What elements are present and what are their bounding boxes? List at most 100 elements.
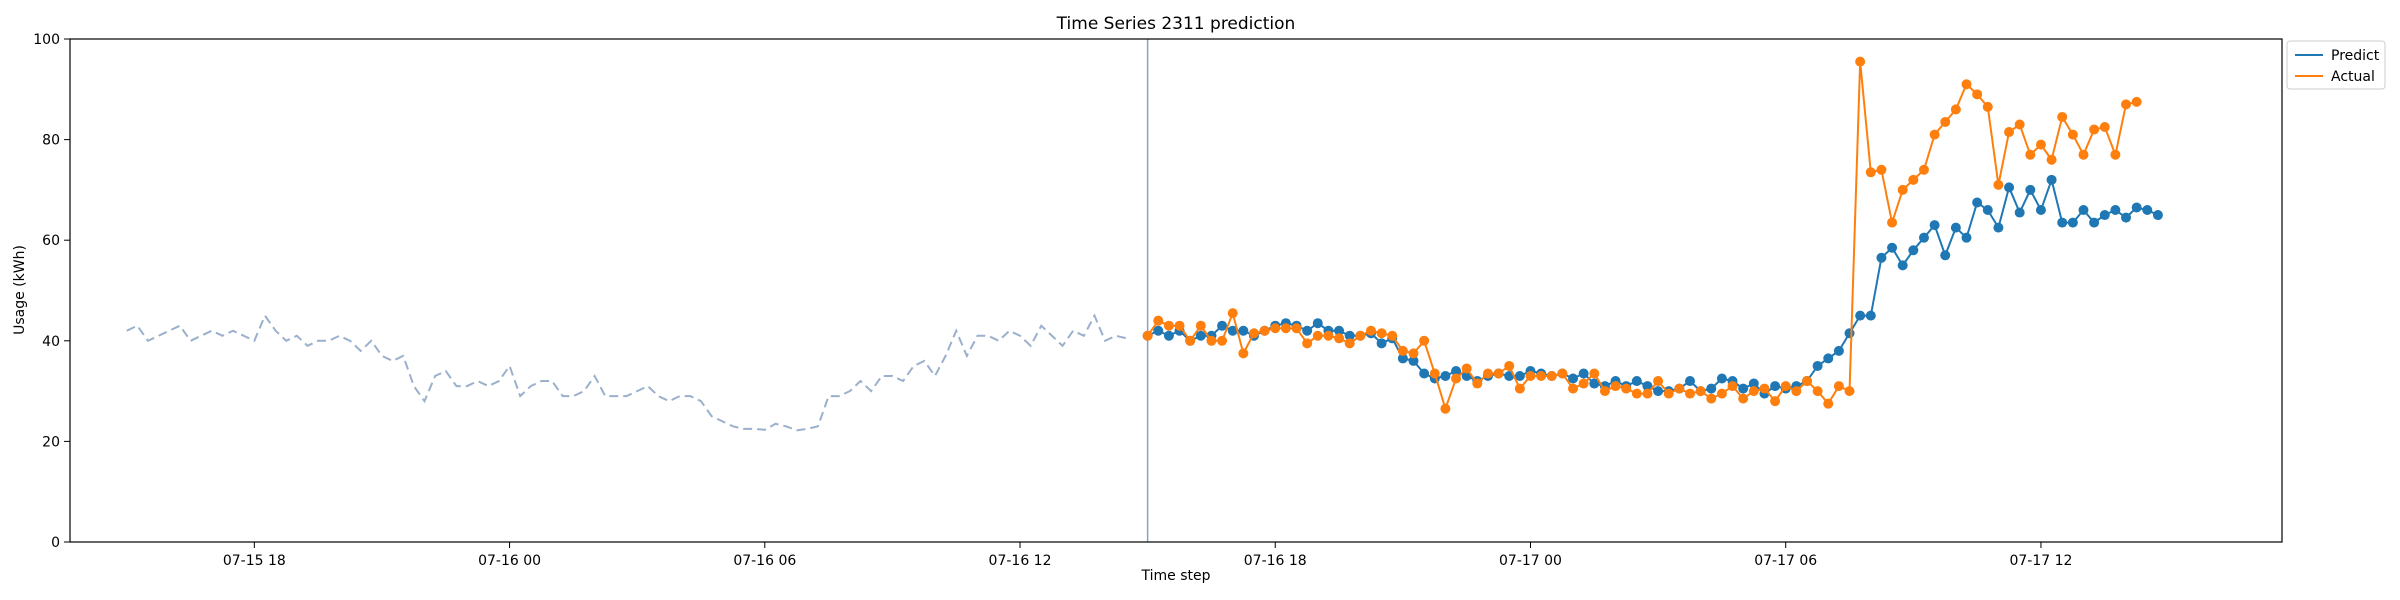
actual-point: [1599, 386, 1610, 397]
predict-point: [2110, 205, 2121, 216]
actual-point: [2035, 139, 2046, 150]
actual-point: [1876, 164, 1887, 175]
actual-point: [1514, 383, 1525, 394]
actual-point: [1142, 330, 1153, 341]
actual-point: [1525, 371, 1536, 382]
y-tick-label: 100: [33, 32, 60, 48]
actual-point: [2131, 96, 2142, 107]
x-tick-label: 07-17 06: [1754, 553, 1817, 569]
predict-point: [1397, 353, 1408, 364]
actual-point: [1376, 328, 1387, 339]
x-axis-ticks: 07-15 18 07-16 00 07-16 06 07-16 12 07-16 18…: [223, 542, 2072, 569]
predict-point: [1451, 365, 1462, 376]
actual-point: [1408, 348, 1419, 359]
x-tick-label: 07-16 12: [989, 553, 1052, 569]
actual-point: [2046, 154, 2057, 165]
actual-point: [1961, 79, 1972, 90]
plot-frame: [69, 38, 2283, 543]
actual-point: [1174, 320, 1185, 331]
history-line: [126, 313, 1127, 432]
actual-point: [1972, 89, 1983, 100]
actual-point: [1685, 388, 1696, 399]
predict-point: [1748, 378, 1759, 389]
predict-point: [2004, 182, 2015, 193]
actual-point: [2067, 129, 2078, 140]
actual-point: [1546, 371, 1557, 382]
actual-point: [1259, 325, 1270, 336]
x-tick-label: 07-16 06: [733, 553, 796, 569]
actual-point: [1365, 325, 1376, 336]
actual-point: [1993, 179, 2004, 190]
actual-point: [1387, 330, 1398, 341]
predict-point: [2099, 210, 2110, 221]
actual-point: [1227, 308, 1238, 319]
actual-point: [1812, 386, 1823, 397]
actual-point: [1163, 320, 1174, 331]
predict-point: [1514, 371, 1525, 382]
actual-point: [1451, 373, 1462, 384]
actual-point: [1557, 368, 1568, 379]
y-tick-label: 80: [42, 133, 60, 149]
predict-point: [1302, 325, 1313, 336]
x-axis-title: Time step: [1141, 568, 1211, 584]
actual-point: [2121, 99, 2132, 110]
actual-point: [1344, 338, 1355, 349]
actual-point: [1195, 320, 1206, 331]
y-axis-ticks: 0 20 40 60 80 100: [33, 32, 70, 551]
predict-point: [1972, 197, 1983, 208]
actual-point: [1429, 368, 1440, 379]
predict-point: [1897, 260, 1908, 271]
actual-point: [2089, 124, 2100, 135]
actual-point: [1897, 184, 1908, 195]
predict-point: [2046, 174, 2057, 185]
actual-point: [1791, 386, 1802, 397]
actual-point: [1291, 323, 1302, 334]
x-tick-label: 07-17 12: [2009, 553, 2072, 569]
actual-point: [1631, 388, 1642, 399]
predict-point: [1844, 328, 1855, 339]
actual-point: [1280, 323, 1291, 334]
actual-point: [1855, 56, 1866, 67]
actual-point: [1653, 376, 1664, 387]
actual-point: [1908, 174, 1919, 185]
predict-point: [2035, 205, 2046, 216]
predict-point: [1238, 325, 1249, 336]
actual-point: [1759, 383, 1770, 394]
predict-point: [1961, 232, 1972, 243]
predict-point: [1865, 310, 1876, 321]
predict-point: [2089, 217, 2100, 228]
actual-point: [1982, 101, 1993, 112]
actual-point: [1248, 328, 1259, 339]
chart-title: Time Series 2311 prediction: [1056, 14, 1296, 34]
predict-point: [2014, 207, 2025, 218]
actual-point: [1482, 368, 1493, 379]
predict-point: [1419, 368, 1430, 379]
y-axis-title: Usage (kWh): [12, 245, 28, 335]
actual-point: [1770, 396, 1781, 407]
predict-point: [1950, 222, 1961, 233]
predict-point: [1440, 371, 1451, 382]
predict-point: [1738, 383, 1749, 394]
actual-point: [1706, 393, 1717, 404]
actual-line: [1146, 61, 2137, 412]
actual-point: [1153, 315, 1164, 326]
actual-point: [1823, 398, 1834, 409]
actual-point: [2014, 119, 2025, 130]
actual-point: [1663, 388, 1674, 399]
predict-point: [1642, 381, 1653, 392]
actual-point: [1493, 368, 1504, 379]
predict-point: [2078, 205, 2089, 216]
predict-point: [1408, 355, 1419, 366]
predict-point: [1716, 373, 1727, 384]
actual-point: [2025, 149, 2036, 160]
actual-point: [1578, 378, 1589, 389]
actual-point: [2004, 127, 2015, 138]
predict-point: [1940, 250, 1951, 261]
x-tick-label: 07-16 00: [478, 553, 541, 569]
predict-point: [1631, 376, 1642, 387]
predict-point: [2057, 217, 2068, 228]
actual-point: [1738, 393, 1749, 404]
actual-point: [1844, 386, 1855, 397]
predict-point: [1653, 386, 1664, 397]
